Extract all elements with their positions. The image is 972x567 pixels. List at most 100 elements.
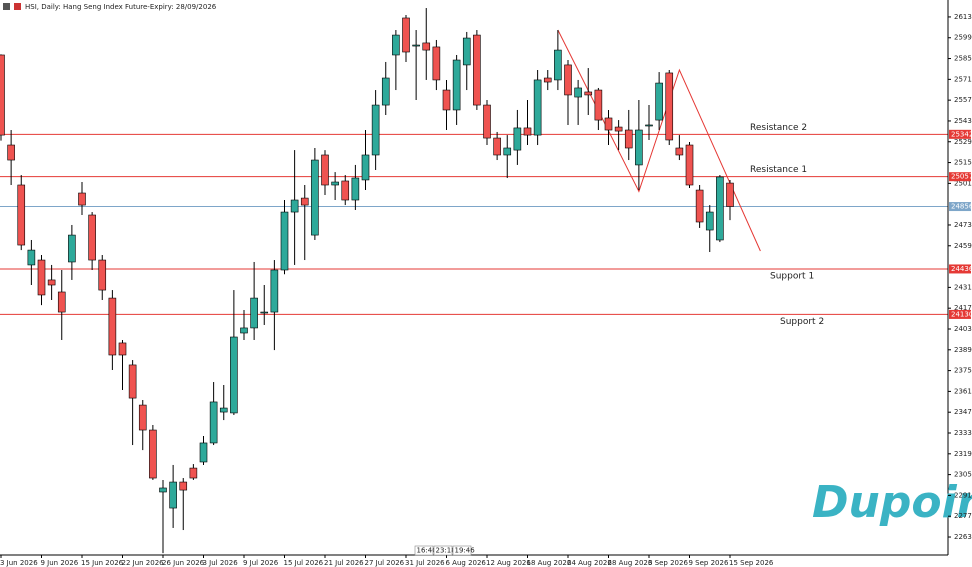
candle-body	[230, 336, 238, 414]
candle-body	[543, 77, 552, 83]
candle-body	[57, 291, 66, 313]
candle-body	[128, 364, 137, 399]
candle-body	[392, 34, 400, 56]
x-tick-label: 15 Jul 2026	[284, 559, 324, 567]
candle-body	[685, 144, 694, 186]
candle-body	[7, 144, 15, 161]
candle-body	[118, 342, 127, 356]
level-label: Resistance 1	[750, 165, 807, 175]
level-price-tag	[949, 264, 971, 274]
candle-body	[189, 467, 198, 479]
x-tick-label: 31 Jul 2026	[405, 559, 445, 567]
candle-body	[483, 104, 491, 139]
plot-area	[0, 8, 948, 554]
candle-body	[473, 34, 481, 106]
candle-body	[138, 404, 147, 431]
candle-body	[412, 44, 420, 47]
time-tag-box	[433, 545, 453, 556]
candle-body	[88, 214, 96, 261]
candle-body	[78, 192, 86, 206]
candle-body	[159, 487, 167, 493]
level-price-tag	[949, 129, 971, 139]
candle-body	[493, 137, 501, 156]
candle-body	[523, 127, 532, 136]
x-tick-label: 21 Jul 2026	[324, 559, 364, 567]
candle-body	[422, 42, 431, 51]
x-tick-label: 15 Jun 2026	[81, 559, 124, 567]
candle-body	[199, 442, 208, 463]
candle-body	[331, 181, 339, 186]
candle-body	[614, 126, 623, 132]
x-tick-label: 18 Aug 2026	[527, 559, 572, 567]
candle-body	[452, 59, 461, 111]
candle-body	[726, 182, 734, 207]
candle-body	[149, 429, 157, 479]
candle-body	[98, 259, 107, 291]
level-price-tag	[949, 309, 971, 319]
x-tick-label: 9 Sep 2026	[689, 559, 729, 567]
x-tick-label: 9 Jul 2026	[243, 559, 279, 567]
time-tag: 23:18	[436, 547, 456, 555]
candle-body	[68, 234, 76, 263]
candle-body	[0, 54, 5, 136]
x-tick-label: 22 Jun 2026	[122, 559, 165, 567]
candle-body	[37, 259, 46, 296]
icon	[3, 3, 10, 10]
candle-body	[300, 197, 309, 206]
level-price-label: 25342	[951, 130, 972, 138]
candle-body	[584, 91, 593, 96]
candle-body	[371, 104, 380, 156]
candle-body	[108, 297, 117, 356]
level-label: Support 2	[780, 317, 824, 327]
x-tick-label: 3 Sep 2026	[648, 559, 688, 567]
candle-body	[47, 279, 56, 286]
candle-body	[675, 147, 684, 156]
candle-body	[280, 211, 289, 271]
candle-body	[705, 211, 714, 231]
candle-body	[432, 46, 441, 81]
candle-body	[169, 481, 177, 509]
candle-body	[361, 154, 370, 181]
logo: Dupoin	[812, 477, 972, 528]
level-price-label: 24130	[951, 310, 972, 318]
candle-body	[645, 124, 653, 127]
candle-body	[574, 87, 582, 98]
x-tick-label: 15 Sep 2026	[729, 559, 774, 567]
x-tick-label: 26 Jun 2026	[162, 559, 205, 567]
candle-body	[341, 180, 350, 201]
icon	[14, 3, 21, 10]
x-tick-label: 3 Jun 2026	[0, 559, 38, 567]
level-price-tag	[949, 172, 971, 182]
candle-body	[533, 79, 542, 136]
candle-body	[270, 269, 279, 313]
candle-body	[179, 481, 188, 491]
level-price-label: 24436	[951, 265, 972, 273]
level-label: Support 1	[770, 271, 814, 281]
candle-body	[462, 37, 471, 66]
current-price-tag	[949, 202, 971, 212]
candle-body	[604, 117, 613, 131]
candle-body	[381, 77, 390, 106]
candle-body	[290, 199, 299, 213]
y-tick-label: 22632	[954, 533, 972, 541]
candle-body	[250, 297, 258, 329]
candle-body	[240, 327, 248, 334]
